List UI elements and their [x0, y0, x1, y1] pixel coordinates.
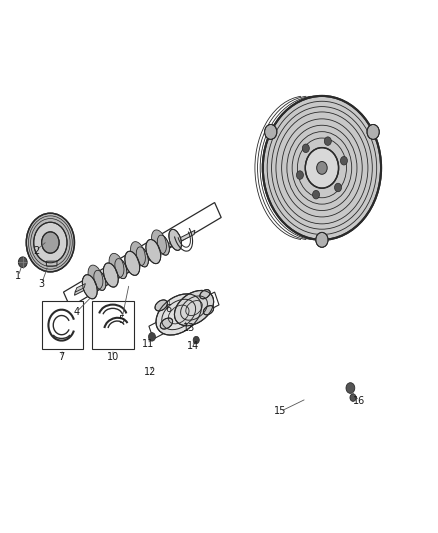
Polygon shape [75, 284, 85, 292]
Ellipse shape [152, 230, 166, 254]
Text: 4: 4 [74, 307, 80, 317]
Ellipse shape [157, 235, 170, 255]
Ellipse shape [131, 241, 145, 266]
Ellipse shape [203, 305, 214, 315]
Circle shape [302, 144, 309, 152]
Ellipse shape [88, 265, 103, 289]
Text: 12: 12 [144, 367, 156, 377]
Ellipse shape [156, 294, 201, 335]
Circle shape [335, 183, 342, 192]
Circle shape [42, 232, 59, 253]
Text: 5: 5 [119, 315, 125, 325]
Ellipse shape [146, 239, 161, 264]
Circle shape [26, 213, 74, 272]
Bar [42, 301, 83, 349]
Ellipse shape [94, 270, 106, 290]
Circle shape [346, 383, 355, 393]
Text: 13: 13 [183, 324, 195, 333]
Text: 10: 10 [107, 352, 119, 362]
Ellipse shape [115, 259, 127, 279]
Polygon shape [64, 203, 221, 307]
Circle shape [340, 157, 347, 165]
Circle shape [316, 232, 328, 247]
Text: 14: 14 [187, 342, 199, 351]
Ellipse shape [155, 300, 167, 311]
Polygon shape [149, 292, 219, 339]
Ellipse shape [200, 289, 210, 299]
Circle shape [317, 161, 327, 174]
Text: 3: 3 [39, 279, 45, 288]
Ellipse shape [169, 229, 181, 251]
Text: 7: 7 [58, 352, 64, 362]
Circle shape [313, 190, 320, 199]
Text: 2: 2 [33, 246, 39, 255]
Circle shape [297, 171, 304, 179]
Circle shape [265, 124, 277, 140]
Circle shape [18, 257, 27, 268]
Circle shape [193, 336, 199, 344]
Circle shape [324, 137, 331, 146]
Ellipse shape [174, 290, 214, 326]
Text: 16: 16 [353, 396, 365, 406]
Ellipse shape [160, 318, 173, 329]
Ellipse shape [82, 274, 97, 299]
Text: 11: 11 [141, 340, 154, 349]
Circle shape [305, 148, 339, 188]
Circle shape [34, 222, 67, 263]
Ellipse shape [103, 263, 118, 287]
Circle shape [148, 333, 155, 341]
Ellipse shape [125, 251, 140, 276]
Text: 1: 1 [15, 271, 21, 281]
Circle shape [263, 96, 381, 240]
Bar [92, 301, 134, 349]
Ellipse shape [109, 253, 124, 278]
Ellipse shape [136, 247, 148, 267]
FancyBboxPatch shape [46, 261, 57, 266]
Text: 15: 15 [274, 407, 286, 416]
Circle shape [367, 124, 379, 140]
Text: 6: 6 [166, 304, 172, 314]
Polygon shape [74, 230, 195, 295]
Circle shape [350, 394, 356, 401]
